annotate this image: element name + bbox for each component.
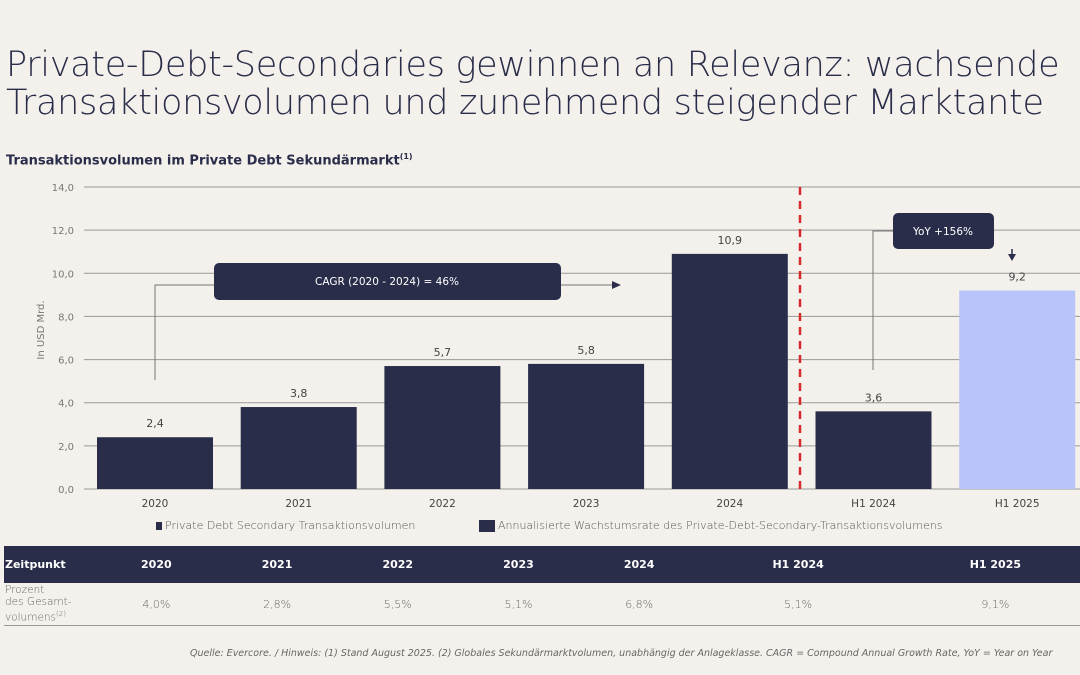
row-label: Prozent des Gesamt-volumens(2) [4,583,96,626]
table-header: Zeitpunkt [5,558,66,571]
table-cell: 6,8% [578,583,700,626]
data-label: 10,9 [718,234,743,247]
bar-H1 2025 [959,290,1076,489]
x-tick-label: H1 2025 [995,498,1040,510]
data-label: 3,6 [865,391,883,404]
x-tick-label: 2020 [142,498,169,510]
y-tick-label: 12,0 [52,226,74,237]
y-axis-label: In USD Mrd. [36,300,47,359]
table-header: 2021 [261,558,293,571]
page-title: Private-Debt-Secondaries gewinnen an Rel… [6,45,1060,123]
bar-2024 [671,253,788,489]
arrow-icon [612,281,621,289]
share-table: Zeitpunkt 2020 2021 2022 2023 2024 H1 20… [4,546,1080,626]
table-header: 2024 [623,558,655,571]
table-cell: 5,1% [699,583,897,626]
subtitle-text: Transaktionsvolumen im Private Debt Seku… [6,153,400,169]
data-label: 9,2 [1008,271,1026,284]
table-cell: 5,1% [458,583,579,626]
bar-2021 [240,407,357,489]
bar-2022 [384,366,501,489]
table-header: H1 2024 [772,558,824,571]
title-line-1: Private-Debt-Secondaries gewinnen an Rel… [6,45,1060,85]
data-label: 3,8 [290,387,308,400]
yoy-label: YoY +156% [912,226,973,238]
bar-2020 [97,437,213,489]
table-header: 2023 [503,558,534,571]
data-label: 5,7 [434,346,452,359]
table-header-row: Zeitpunkt 2020 2021 2022 2023 2024 H1 20… [4,546,1080,583]
bar-chart: 0,0 2,0 4,0 6,0 8,0 10,0 12,0 14,0 In USD Mrd. 2,… [36,183,1080,510]
y-tick-label: 2,0 [58,442,74,453]
title-line-2: Transaktionsvolumen und zunehmend steige… [6,83,1044,123]
table-header: 2020 [141,558,172,571]
chart-subtitle: Transaktionsvolumen im Private Debt Seku… [6,152,413,168]
data-label: 5,8 [577,344,595,357]
y-tick-label: 6,0 [58,356,74,367]
yoy-connector [872,230,893,370]
y-tick-label: 0,0 [58,485,74,496]
footnote: Quelle: Evercore. / Hinweis: (1) Stand A… [190,648,1053,659]
arrow-down-icon [1008,254,1016,261]
table-header: 2022 [382,558,414,571]
yoy-box [893,213,994,249]
y-tick-label: 14,0 [52,183,74,194]
legend-item-volume: Private Debt Secondary Transaktionsvolum… [156,519,415,532]
x-tick-label: 2024 [716,498,743,510]
table-cell: 4,0% [96,583,217,626]
x-tick-label: 2021 [285,498,312,510]
table-cell: 2,8% [216,583,338,626]
x-tick-label: 2022 [429,498,456,510]
table-cell: 5,5% [337,583,459,626]
table-header: H1 2025 [969,558,1022,571]
x-tick-label: 2023 [573,498,600,510]
table-cell: 9,1% [896,583,1080,626]
legend-label: Annualisierte Wachstumsrate des Private-… [498,519,943,532]
legend-swatch [156,521,162,530]
data-label: 2,4 [146,417,164,430]
bar-H1 2024 [815,411,932,489]
bar-2023 [528,363,645,489]
table-row: Prozent des Gesamt-volumens(2) 4,0% 2,8% … [4,583,1080,626]
x-tick-label: H1 2024 [851,498,896,510]
cagr-box [214,263,561,300]
legend-item-growth: Annualisierte Wachstumsrate des Private-… [479,519,942,532]
subtitle-footnote: (1) [399,152,413,161]
legend-swatch [479,519,495,532]
y-tick-label: 10,0 [52,269,74,280]
legend-label: Private Debt Secondary Transaktionsvolum… [165,519,416,532]
cagr-label: CAGR (2020 - 2024) = 46% [315,276,459,288]
y-tick-label: 8,0 [58,312,74,323]
y-tick-label: 4,0 [58,399,74,410]
